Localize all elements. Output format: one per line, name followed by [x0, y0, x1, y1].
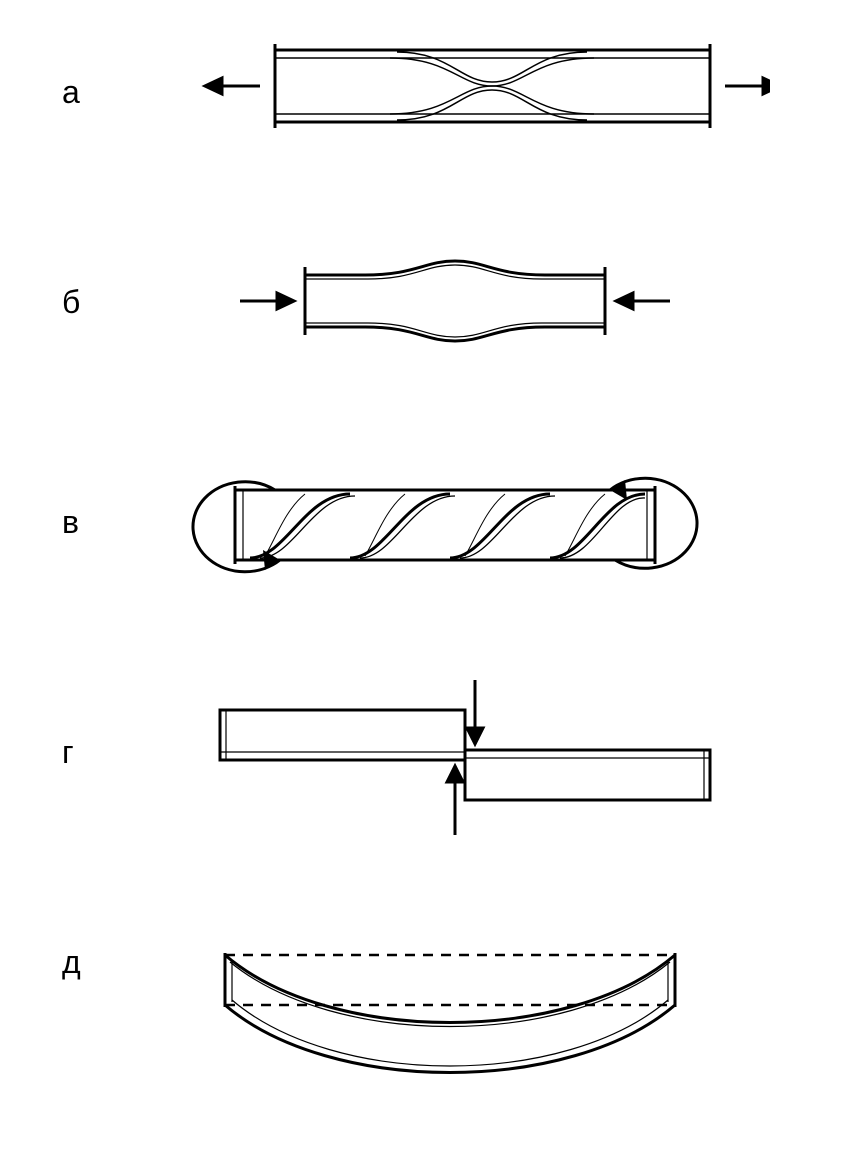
panel-c-label: в: [62, 504, 102, 541]
panel-d-figure: [190, 680, 750, 850]
arrow-left-icon: [205, 78, 260, 94]
arrow-up-icon: [447, 766, 463, 835]
panel-a-label: а: [62, 74, 102, 111]
arrow-right-icon: [616, 293, 670, 309]
panel-e-figure: [170, 930, 730, 1130]
arrow-down-icon: [467, 680, 483, 744]
panel-b-figure: [190, 245, 710, 365]
arrow-right-icon: [725, 78, 770, 94]
panel-b-label: б: [62, 284, 102, 321]
panel-a-figure: [150, 30, 770, 150]
panel-d-label: г: [62, 734, 102, 771]
deformation-diagram-page: { "meta": { "type": "diagram", "descript…: [0, 0, 847, 1157]
panel-e-label: д: [62, 944, 102, 981]
panel-c-figure: [165, 450, 725, 610]
arrow-left-icon: [240, 293, 294, 309]
